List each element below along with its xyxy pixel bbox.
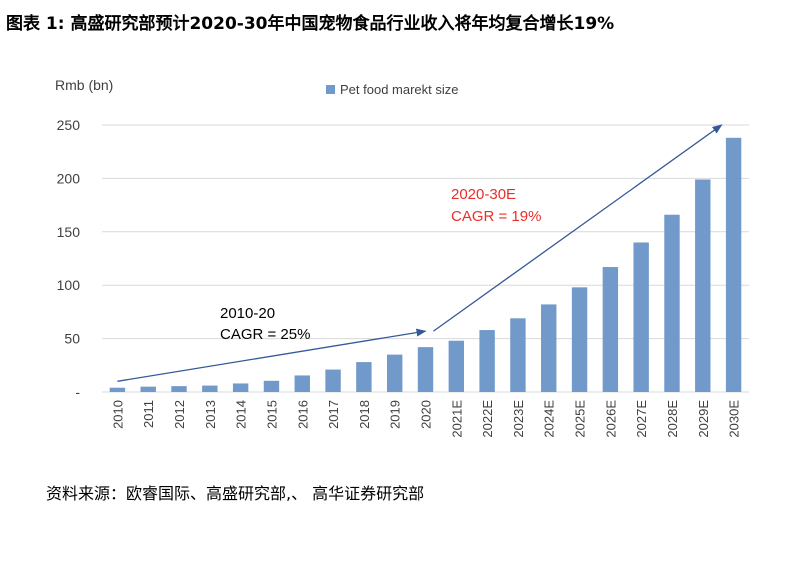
bar <box>571 287 588 392</box>
x-tick-label: 2017 <box>326 400 341 429</box>
bar <box>417 347 434 392</box>
annotation-2020-30e: 2020-30E CAGR = 19% <box>451 186 541 225</box>
x-tick-label: 2019 <box>388 400 403 429</box>
bar <box>386 354 403 392</box>
bar <box>664 214 680 392</box>
legend-label: Pet food marekt size <box>340 82 459 97</box>
x-tick-label: 2026E <box>603 400 618 438</box>
bar <box>263 380 280 392</box>
bar <box>448 340 465 392</box>
x-tick-label: 2011 <box>141 400 156 428</box>
y-axis-ticks: - 50 100 150 200 250 <box>57 117 81 400</box>
bar <box>325 369 341 392</box>
source-note: 资料来源：欧睿国际、高盛研究部,、 高华证券研究部 <box>46 484 425 503</box>
x-tick-label: 2014 <box>234 400 249 429</box>
y-tick-label: 100 <box>57 277 81 293</box>
bar <box>725 137 742 392</box>
y-axis-label: Rmb (bn) <box>55 77 113 93</box>
annotation-2020-30e-cagr: CAGR = 19% <box>451 208 541 225</box>
bar <box>202 385 218 392</box>
annotation-2010-20: 2010-20 CAGR = 25% <box>220 305 310 343</box>
y-tick-label: 50 <box>64 331 80 347</box>
bar <box>479 330 495 392</box>
x-tick-label: 2018 <box>357 400 372 429</box>
x-tick-label: 2020 <box>419 400 434 429</box>
bar <box>109 387 126 392</box>
x-tick-label: 2016 <box>295 400 310 429</box>
cagr-arrow <box>433 124 723 332</box>
x-tick-label: 2013 <box>203 400 218 429</box>
bars <box>109 137 742 392</box>
x-tick-label: 2027E <box>634 400 649 438</box>
x-tick-label: 2012 <box>172 400 187 429</box>
bar <box>356 362 372 392</box>
x-tick-label: 2021E <box>449 400 464 438</box>
bar <box>541 304 557 392</box>
x-tick-label: 2029E <box>696 400 711 438</box>
annotation-2010-20-period: 2010-20 <box>220 305 275 322</box>
cagr-arrows <box>117 124 723 382</box>
annotation-2020-30e-period: 2020-30E <box>451 186 516 203</box>
bar <box>695 179 711 392</box>
x-tick-label: 2030E <box>727 400 742 438</box>
y-tick-label: - <box>75 384 80 400</box>
figure-title: 图表 1: 高盛研究部预计2020-30年中国宠物食品行业收入将年均复合增长19… <box>6 14 615 34</box>
x-tick-label: 2022E <box>480 400 495 438</box>
bar <box>633 242 649 392</box>
annotation-2010-20-cagr: CAGR = 25% <box>220 326 310 343</box>
x-tick-label: 2028E <box>665 400 680 438</box>
x-tick-label: 2024E <box>542 400 557 438</box>
bar <box>602 267 619 392</box>
bar <box>232 383 249 392</box>
legend-swatch <box>326 85 335 94</box>
x-tick-label: 2010 <box>110 400 125 429</box>
y-tick-label: 200 <box>57 170 81 186</box>
x-tick-label: 2023E <box>511 400 526 438</box>
y-tick-label: 250 <box>57 117 81 133</box>
x-axis-ticks: 2010 2011 2012 2013 2014 2015 2016 2017 2018 2019… <box>110 400 741 438</box>
legend: Pet food marekt size <box>326 82 459 97</box>
bar <box>140 386 156 392</box>
bar <box>510 318 526 392</box>
y-tick-label: 150 <box>57 224 81 240</box>
x-tick-label: 2025E <box>573 400 588 438</box>
cagr-arrow <box>117 328 427 382</box>
bar <box>294 375 310 392</box>
bar <box>171 386 187 392</box>
x-tick-label: 2015 <box>264 400 279 429</box>
